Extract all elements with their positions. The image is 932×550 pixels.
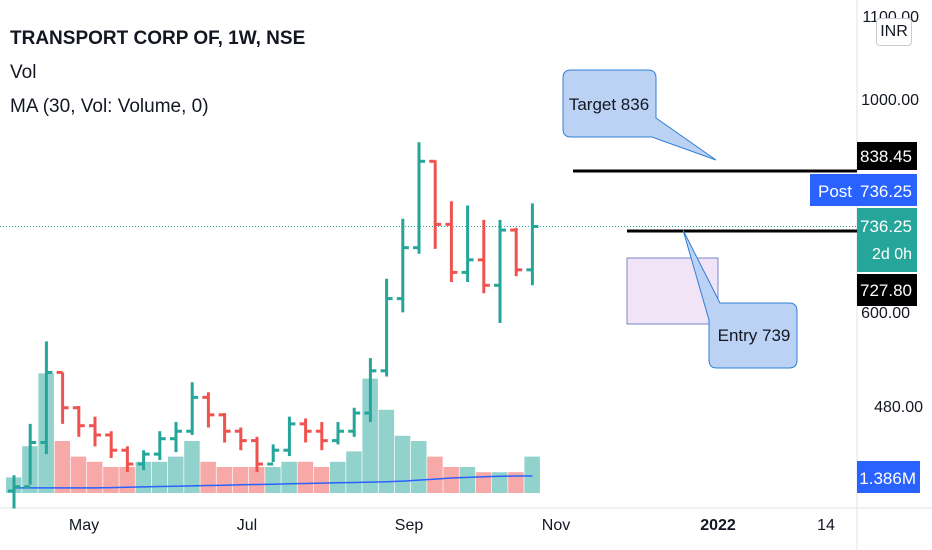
ohlc-bar — [380, 278, 393, 377]
volume-bar — [232, 467, 249, 493]
entry-callout-label: Entry 739 — [718, 326, 791, 345]
last-price-label: 736.25 2d 0h — [857, 208, 917, 272]
ohlc-bar — [348, 407, 361, 437]
entry-price-label: 727.80 — [857, 274, 917, 306]
ohlc-bar — [170, 422, 182, 453]
svg-text:736.25: 736.25 — [860, 217, 912, 236]
volume-bar — [394, 435, 411, 493]
volume-indicator-label[interactable]: Vol — [10, 62, 37, 83]
svg-text:727.80: 727.80 — [860, 281, 912, 300]
volume-bar — [135, 461, 152, 493]
ohlc-bar — [332, 422, 344, 445]
time-tick: Jul — [237, 517, 257, 534]
entry-callout[interactable]: Entry 739 — [682, 229, 798, 369]
volume-bar — [281, 461, 297, 493]
ohlc-bar — [202, 392, 215, 428]
ohlc-bar — [121, 446, 134, 473]
volume-bar — [508, 472, 524, 493]
symbol-title[interactable]: TRANSPORT CORP OF, 1W, NSE — [10, 28, 306, 49]
ohlc-bar — [396, 218, 409, 313]
ohlc-bar — [137, 450, 150, 471]
volume-bar — [151, 461, 168, 493]
volume-bar — [168, 456, 184, 493]
time-tick: 14 — [817, 517, 835, 534]
volume-bar — [103, 467, 119, 493]
target-price-label: 838.45 — [857, 142, 917, 170]
volume-bar — [313, 467, 330, 493]
ohlc-bar — [494, 219, 506, 323]
volume-bar — [330, 461, 346, 493]
ohlc-bar — [105, 431, 118, 459]
svg-text:736.25: 736.25 — [860, 182, 912, 201]
volume-ma-label: 1.386M — [857, 461, 920, 493]
ohlc-bar — [40, 341, 53, 455]
price-tick: 600.00 — [861, 305, 910, 322]
time-tick: May — [69, 517, 99, 534]
ma-indicator-label[interactable]: MA (30, Vol: Volume, 0) — [10, 96, 209, 117]
volume-bar — [346, 451, 362, 493]
svg-text:838.45: 838.45 — [860, 147, 912, 166]
volume-bar — [362, 378, 378, 493]
ohlc-bar — [526, 203, 539, 286]
volume-bar — [70, 456, 87, 493]
time-tick: 2022 — [700, 517, 736, 534]
time-tick: Nov — [542, 517, 570, 534]
chart-legend: TRANSPORT CORP OF, 1W, NSE Vol MA (30, V… — [10, 22, 305, 124]
post-label[interactable]: Post 736.25 — [810, 174, 917, 206]
volume-ma-line — [14, 475, 533, 489]
volume-bar — [184, 441, 200, 493]
volume-bar — [265, 467, 281, 493]
ohlc-bar — [72, 406, 85, 437]
ohlc-bar — [413, 142, 425, 254]
ohlc-bar — [218, 413, 231, 443]
ohlc-bar — [153, 431, 166, 461]
volume-bar — [492, 472, 508, 493]
volume-bar — [216, 467, 233, 493]
ohlc-bar — [461, 205, 474, 283]
svg-text:1.386M: 1.386M — [859, 469, 916, 488]
volume-layer — [6, 373, 540, 493]
ohlc-bar — [267, 444, 280, 466]
target-callout[interactable]: Target 836 — [562, 69, 717, 161]
ohlc-bar — [89, 416, 101, 447]
svg-text:Post: Post — [818, 182, 852, 201]
volume-bar — [378, 409, 395, 493]
ohlc-bar — [56, 370, 69, 424]
volume-bar — [475, 472, 492, 493]
volume-bar — [427, 456, 443, 493]
ohlc-bar — [364, 358, 377, 423]
ohlc-bar — [477, 219, 490, 294]
ohlc-bar — [510, 227, 523, 277]
svg-text:2d 0h: 2d 0h — [872, 246, 912, 263]
target-callout-label: Target 836 — [569, 95, 649, 114]
ohlc-bar — [251, 436, 263, 473]
volume-bar — [297, 461, 314, 493]
volume-bar — [411, 441, 427, 493]
volume-bar — [524, 456, 540, 493]
ohlc-bar — [8, 475, 20, 509]
ohlc-bar — [445, 201, 458, 283]
ohlc-bar — [24, 423, 37, 489]
ohlc-bar — [234, 427, 247, 451]
volume-bar — [443, 467, 459, 493]
ohlc-bars — [8, 142, 539, 509]
volume-bar — [87, 461, 103, 493]
ohlc-bar — [315, 422, 328, 451]
currency-button[interactable]: INR — [876, 18, 912, 46]
volume-bar — [249, 467, 265, 493]
volume-bar — [54, 441, 71, 493]
time-axis: May Jul Sep Nov 2022 14 — [69, 517, 835, 534]
ohlc-bar — [299, 418, 312, 443]
ohlc-bar — [429, 159, 442, 249]
volume-bar — [459, 467, 476, 493]
time-tick: Sep — [395, 517, 424, 534]
price-tick: 1000.00 — [861, 92, 919, 109]
ohlc-bar — [186, 382, 199, 435]
ohlc-bar — [283, 416, 296, 457]
volume-bar — [200, 461, 216, 493]
price-tick: 480.00 — [874, 399, 923, 416]
